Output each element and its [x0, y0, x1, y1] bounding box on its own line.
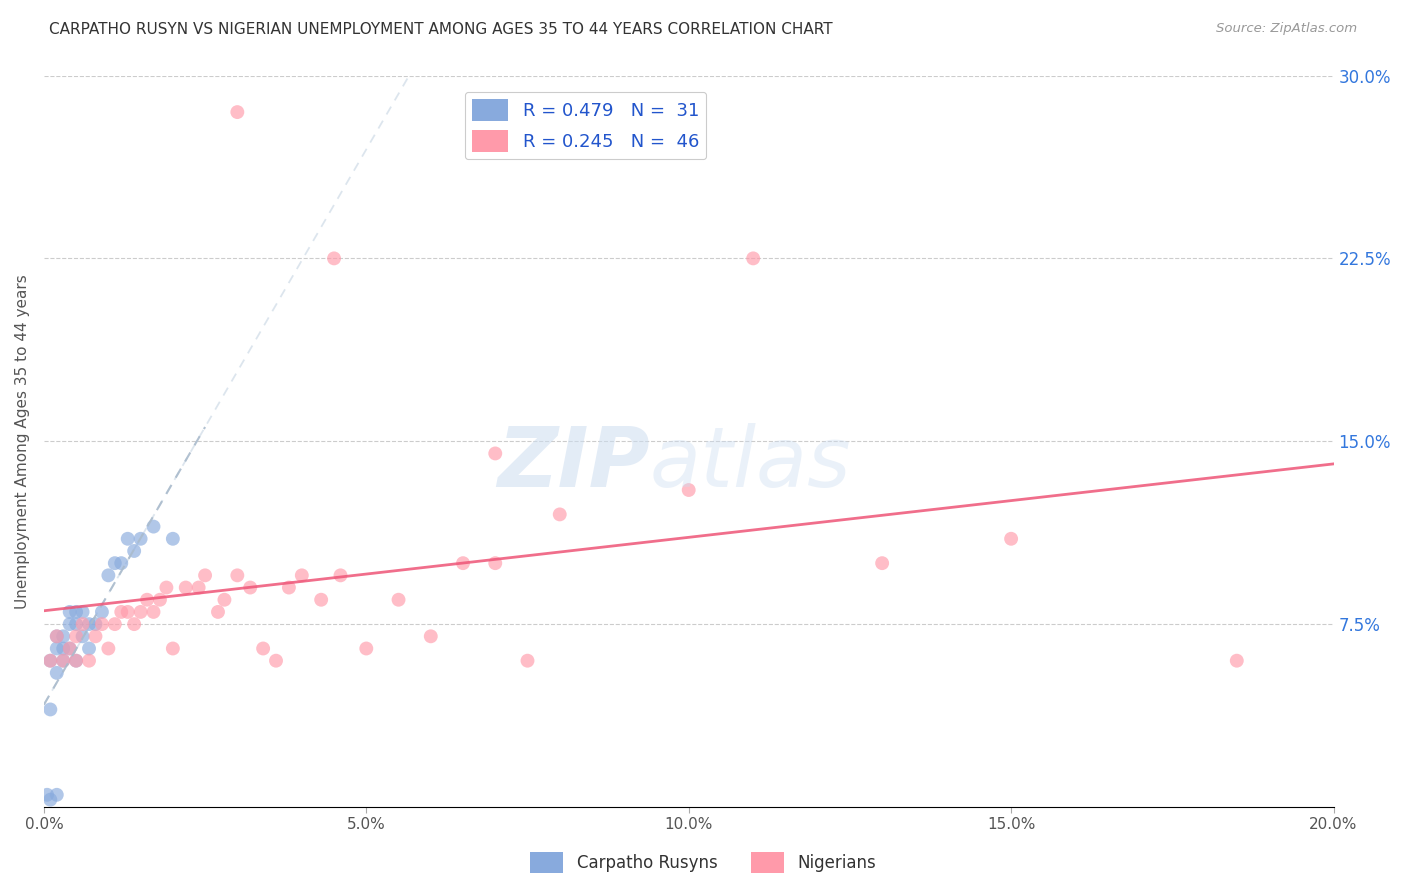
Point — [484, 446, 506, 460]
Point — [72, 605, 94, 619]
Point — [72, 629, 94, 643]
Point — [104, 556, 127, 570]
Point — [45, 641, 67, 656]
Legend: Carpatho Rusyns, Nigerians: Carpatho Rusyns, Nigerians — [523, 846, 883, 880]
Point — [59, 617, 82, 632]
Point — [104, 617, 127, 632]
Point — [1226, 654, 1249, 668]
Point — [45, 665, 67, 680]
Point — [129, 605, 152, 619]
Point — [155, 581, 177, 595]
Point — [419, 629, 441, 643]
Point — [207, 605, 229, 619]
Point — [162, 532, 184, 546]
Point — [187, 581, 209, 595]
Text: CARPATHO RUSYN VS NIGERIAN UNEMPLOYMENT AMONG AGES 35 TO 44 YEARS CORRELATION CH: CARPATHO RUSYN VS NIGERIAN UNEMPLOYMENT … — [49, 22, 832, 37]
Point — [65, 617, 87, 632]
Point — [309, 592, 332, 607]
Point — [252, 641, 274, 656]
Point — [52, 629, 75, 643]
Point — [129, 532, 152, 546]
Point — [52, 654, 75, 668]
Point — [291, 568, 314, 582]
Point — [59, 605, 82, 619]
Point — [37, 788, 59, 802]
Point — [45, 629, 67, 643]
Point — [39, 702, 62, 716]
Text: Source: ZipAtlas.com: Source: ZipAtlas.com — [1216, 22, 1357, 36]
Point — [277, 581, 299, 595]
Point — [548, 508, 571, 522]
Point — [84, 617, 107, 632]
Point — [59, 641, 82, 656]
Point — [77, 641, 100, 656]
Point — [39, 792, 62, 806]
Point — [97, 568, 120, 582]
Y-axis label: Unemployment Among Ages 35 to 44 years: Unemployment Among Ages 35 to 44 years — [15, 274, 30, 608]
Point — [239, 581, 262, 595]
Point — [142, 519, 165, 533]
Point — [39, 654, 62, 668]
Point — [356, 641, 378, 656]
Point — [194, 568, 217, 582]
Point — [97, 641, 120, 656]
Point — [59, 641, 82, 656]
Point — [72, 617, 94, 632]
Point — [110, 556, 132, 570]
Point — [77, 654, 100, 668]
Point — [77, 617, 100, 632]
Point — [117, 605, 139, 619]
Text: atlas: atlas — [650, 423, 852, 504]
Point — [387, 592, 409, 607]
Point — [870, 556, 893, 570]
Point — [136, 592, 159, 607]
Point — [65, 629, 87, 643]
Point — [39, 654, 62, 668]
Point — [90, 617, 112, 632]
Point — [52, 654, 75, 668]
Point — [226, 568, 249, 582]
Point — [65, 654, 87, 668]
Point — [214, 592, 236, 607]
Point — [162, 641, 184, 656]
Point — [174, 581, 197, 595]
Point — [122, 617, 145, 632]
Point — [117, 532, 139, 546]
Point — [45, 788, 67, 802]
Point — [742, 252, 765, 266]
Point — [149, 592, 172, 607]
Point — [65, 605, 87, 619]
Point — [264, 654, 287, 668]
Point — [84, 629, 107, 643]
Point — [142, 605, 165, 619]
Point — [52, 641, 75, 656]
Legend: R = 0.479   N =  31, R = 0.245   N =  46: R = 0.479 N = 31, R = 0.245 N = 46 — [465, 92, 706, 160]
Text: ZIP: ZIP — [498, 423, 650, 504]
Point — [1000, 532, 1022, 546]
Point — [45, 629, 67, 643]
Point — [329, 568, 352, 582]
Point — [110, 605, 132, 619]
Point — [484, 556, 506, 570]
Point — [678, 483, 700, 497]
Point — [90, 605, 112, 619]
Point — [323, 252, 346, 266]
Point — [122, 544, 145, 558]
Point — [451, 556, 474, 570]
Point — [226, 105, 249, 120]
Point — [516, 654, 538, 668]
Point — [65, 654, 87, 668]
